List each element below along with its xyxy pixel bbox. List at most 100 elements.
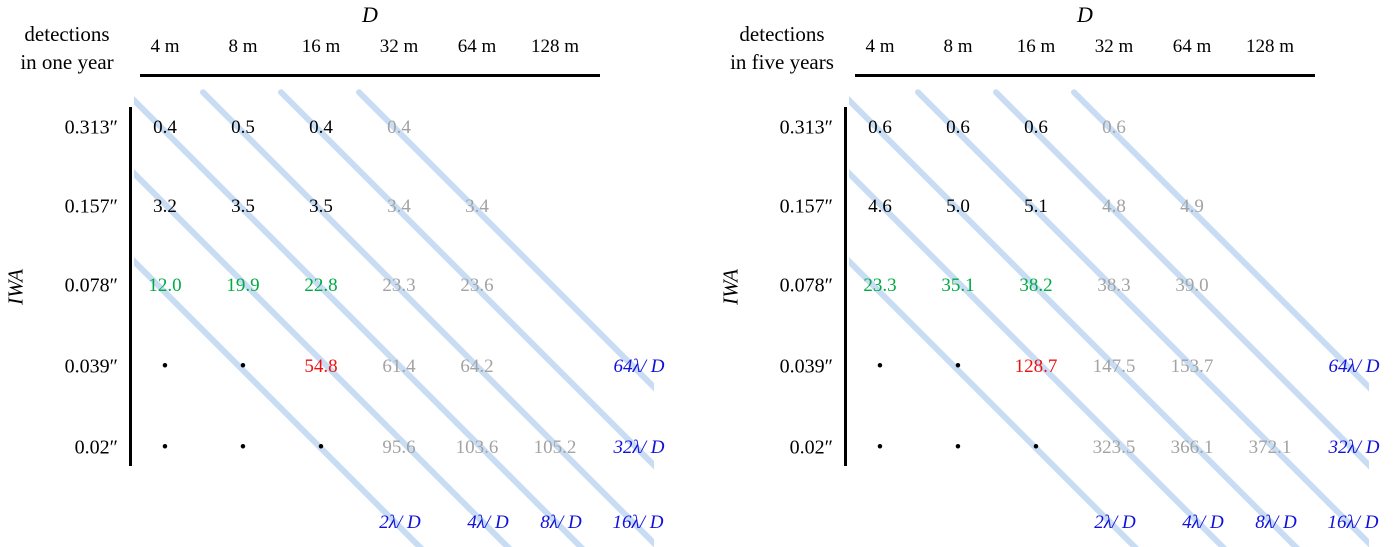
- panel-caption: detections in one year: [20, 20, 113, 77]
- table-dot: •: [239, 437, 247, 458]
- table-dot: •: [239, 356, 247, 377]
- table-value: 3.5: [231, 196, 255, 217]
- table-value: 19.9: [226, 275, 260, 296]
- table-value: 128.7: [1014, 356, 1058, 377]
- table-value: 103.6: [455, 437, 499, 458]
- table-value: 0.6: [1102, 117, 1126, 138]
- diagonal-line-2lambda-over-d: [849, 88, 1175, 547]
- table-value: 38.3: [1097, 275, 1131, 296]
- table-value: 61.4: [382, 356, 416, 377]
- table-value: 105.2: [533, 437, 577, 458]
- diagonal-lines-layer: [134, 88, 654, 547]
- table-value: 5.0: [946, 196, 970, 217]
- table-value: 12.0: [148, 275, 182, 296]
- table-value: 0.4: [309, 117, 333, 138]
- column-header: 8 m: [943, 36, 973, 57]
- table-value: 3.2: [153, 196, 177, 217]
- panel-caption-line: in five years: [730, 50, 834, 75]
- table-dot: •: [954, 437, 962, 458]
- table-value: 35.1: [941, 275, 975, 296]
- table-value: 64.2: [460, 356, 494, 377]
- diagonal-label-bottom: 4λ/ D: [467, 512, 509, 533]
- table-dot: •: [876, 356, 884, 377]
- table-value: 3.4: [465, 196, 489, 217]
- table-value: 23.3: [382, 275, 416, 296]
- column-axis-title: D: [1077, 2, 1093, 27]
- table-value: 153.7: [1170, 356, 1214, 377]
- column-header: 128 m: [1245, 36, 1295, 57]
- table-value: 22.8: [304, 275, 338, 296]
- table-dot: •: [954, 356, 962, 377]
- diagonal-line-2lambda-over-d: [134, 88, 460, 547]
- row-axis-title: IWA: [718, 269, 743, 305]
- table-value: 0.4: [153, 117, 177, 138]
- table-dot: •: [876, 437, 884, 458]
- table-value: 0.6: [868, 117, 892, 138]
- table-value: 95.6: [382, 437, 416, 458]
- panel-caption: detections in five years: [730, 20, 834, 77]
- row-label: 0.078″: [779, 274, 833, 297]
- table-value: 4.8: [1102, 196, 1126, 217]
- table-value: 372.1: [1248, 437, 1292, 458]
- table-value: 0.6: [946, 117, 970, 138]
- table-dot: •: [1032, 437, 1040, 458]
- table-value: 3.4: [387, 196, 411, 217]
- table-value: 4.6: [868, 196, 892, 217]
- row-label: 0.039″: [779, 355, 833, 378]
- column-header: 32 m: [1094, 36, 1134, 57]
- diagonal-label-bottom: 16λ/ D: [1327, 512, 1379, 533]
- table-value: 0.4: [387, 117, 411, 138]
- diagonal-line-8lambda-over-d: [134, 88, 621, 547]
- panel-caption-line: in one year: [20, 50, 114, 75]
- table-value: 0.5: [231, 117, 255, 138]
- column-header: 32 m: [379, 36, 419, 57]
- table-value: 147.5: [1092, 356, 1136, 377]
- table-value: 39.0: [1175, 275, 1209, 296]
- table-value: 54.8: [304, 356, 338, 377]
- row-label: 0.039″: [64, 355, 118, 378]
- row-label: 0.02″: [74, 436, 118, 459]
- table-dot: •: [317, 437, 325, 458]
- row-label: 0.02″: [789, 436, 833, 459]
- diagonal-line-32lambda-over-d: [991, 88, 1369, 547]
- table-value: 23.6: [460, 275, 494, 296]
- column-header: 8 m: [228, 36, 258, 57]
- table-value: 323.5: [1092, 437, 1136, 458]
- table-value: 38.2: [1019, 275, 1053, 296]
- diagonal-label-bottom: 2λ/ D: [379, 512, 421, 533]
- diagonal-lines-layer: [849, 88, 1369, 547]
- diagonal-label-right: 32λ/ D: [1328, 437, 1380, 458]
- table-value: 3.5: [309, 196, 333, 217]
- row-axis-title: IWA: [3, 269, 28, 305]
- column-header-rule: [855, 74, 1315, 77]
- diagonal-label-bottom: 8λ/ D: [1255, 512, 1297, 533]
- table-value: 4.9: [1180, 196, 1204, 217]
- column-header: 64 m: [1172, 36, 1212, 57]
- iwa-axis-rule: [844, 107, 847, 466]
- diagonal-label-right: 64λ/ D: [613, 356, 665, 377]
- row-label: 0.078″: [64, 274, 118, 297]
- diagonal-label-right: 64λ/ D: [1328, 356, 1380, 377]
- diagonal-line-32lambda-over-d: [276, 88, 654, 547]
- diagonal-label-bottom: 2λ/ D: [1094, 512, 1136, 533]
- column-header-rule: [140, 74, 600, 77]
- column-header: 16 m: [301, 36, 341, 57]
- row-label: 0.313″: [779, 116, 833, 139]
- table-value: 5.1: [1024, 196, 1048, 217]
- diagonal-line-8lambda-over-d: [849, 88, 1336, 547]
- diagonal-label-right: 32λ/ D: [613, 437, 665, 458]
- row-label: 0.313″: [64, 116, 118, 139]
- column-axis-title: D: [362, 2, 378, 27]
- iwa-axis-rule: [129, 107, 132, 466]
- panel-caption-line: detections: [739, 22, 825, 46]
- column-header: 128 m: [530, 36, 580, 57]
- column-header: 16 m: [1016, 36, 1056, 57]
- diagonal-label-bottom: 4λ/ D: [1182, 512, 1224, 533]
- row-label: 0.157″: [779, 195, 833, 218]
- column-header: 4 m: [150, 36, 180, 57]
- panel-caption-line: detections: [24, 22, 110, 46]
- diagonal-label-bottom: 8λ/ D: [540, 512, 582, 533]
- row-label: 0.157″: [64, 195, 118, 218]
